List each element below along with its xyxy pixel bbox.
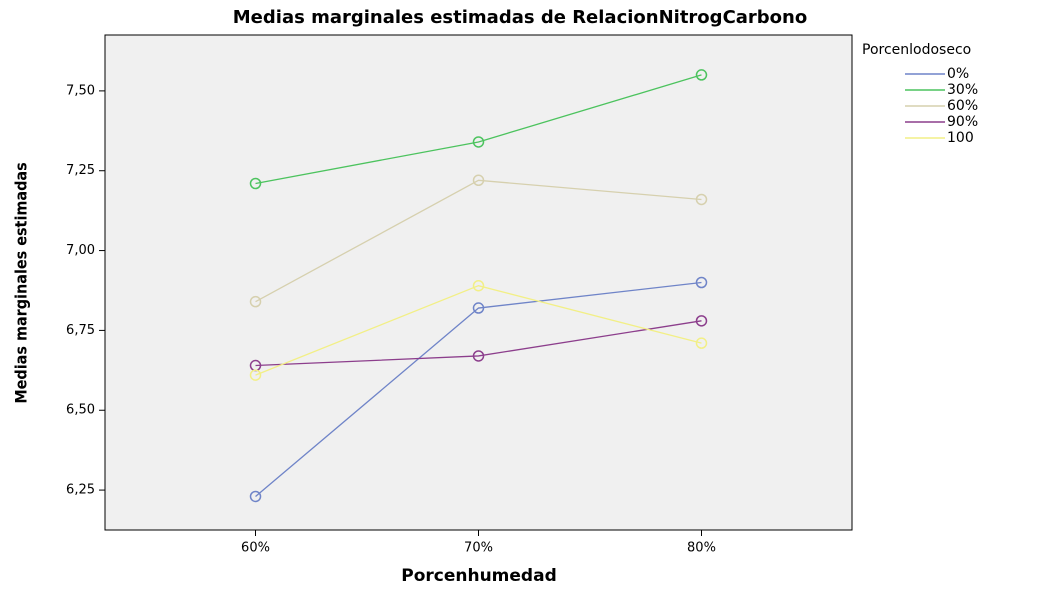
legend-label: 60% — [947, 98, 978, 114]
series-line — [255, 285, 702, 376]
point-marker — [695, 315, 708, 327]
x-axis-label: Porcenhumedad — [401, 566, 557, 586]
plot-area — [104, 34, 853, 531]
point-marker — [249, 369, 262, 381]
legend-label: 100 — [947, 130, 974, 146]
point-marker — [472, 302, 485, 314]
point-marker — [249, 295, 262, 308]
y-tick-label: 6,75 — [66, 323, 95, 338]
x-tick-label: 60% — [241, 541, 270, 556]
point-marker — [695, 337, 708, 349]
point-marker — [695, 193, 708, 206]
y-tick-label: 7,00 — [66, 243, 95, 258]
point-marker — [472, 136, 485, 148]
y-tick-label: 6,50 — [66, 403, 95, 418]
point-marker — [695, 276, 708, 289]
y-tick-label: 7,50 — [66, 83, 95, 98]
x-tick-label: 70% — [464, 541, 493, 556]
y-tick-label: 7,25 — [66, 163, 95, 178]
legend-label: 90% — [947, 114, 978, 130]
point-marker — [249, 490, 262, 503]
point-marker — [472, 350, 485, 362]
legend-label: 0% — [947, 66, 969, 82]
series-line — [255, 281, 702, 497]
series-line — [255, 179, 702, 303]
point-marker — [695, 69, 708, 81]
series-line — [255, 74, 702, 185]
y-axis-label: Medias marginales estimadas — [12, 162, 31, 403]
series-line — [255, 320, 702, 367]
point-marker — [472, 279, 485, 292]
x-tick-label: 80% — [687, 541, 716, 556]
legend-label: 30% — [947, 82, 978, 98]
legend-title: Porcenlodoseco — [862, 42, 971, 58]
point-marker — [249, 177, 262, 190]
y-tick-label: 6,25 — [66, 483, 95, 498]
chart-title: Medias marginales estimadas de RelacionN… — [233, 7, 807, 28]
point-marker — [472, 174, 485, 187]
